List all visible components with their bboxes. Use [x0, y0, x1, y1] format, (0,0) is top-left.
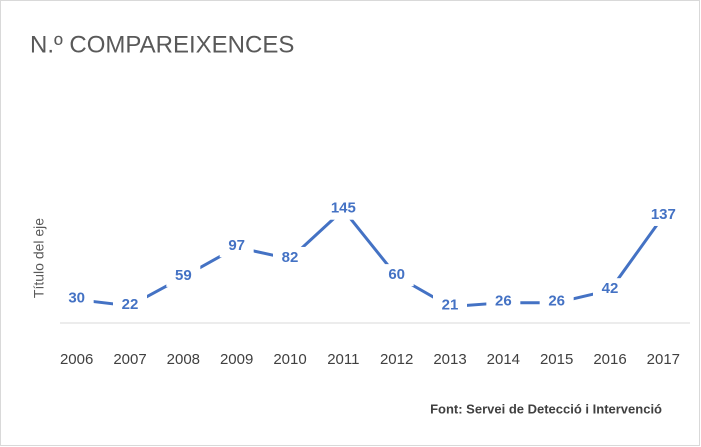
label-backdrop — [486, 290, 521, 313]
x-tick-label: 2011 — [327, 351, 359, 368]
data-label: 26 — [548, 293, 565, 310]
x-tick-label: 2012 — [380, 351, 413, 368]
label-backdrop — [593, 278, 627, 301]
data-label: 59 — [175, 267, 192, 284]
x-tick-label: 2006 — [60, 351, 93, 368]
data-label: 30 — [68, 290, 85, 307]
label-backdrop — [326, 197, 361, 220]
data-label: 22 — [122, 296, 139, 313]
x-tick-label: 2015 — [540, 351, 573, 368]
label-backdrop — [166, 264, 201, 287]
x-tick-label: 2008 — [167, 351, 200, 368]
label-backdrop — [59, 287, 94, 310]
label-backdrop — [113, 293, 147, 316]
y-axis-title: Título del eje — [31, 218, 47, 298]
data-label: 60 — [388, 266, 405, 283]
x-tick-label: 2016 — [593, 351, 626, 368]
label-backdrop — [273, 246, 307, 269]
x-tick-label: 2010 — [273, 351, 306, 368]
label-backdrop — [379, 264, 414, 287]
label-backdrop — [433, 294, 467, 317]
data-label: 42 — [602, 280, 619, 297]
data-label: 26 — [495, 293, 512, 310]
label-backdrop — [219, 235, 254, 258]
data-label: 137 — [651, 206, 676, 223]
x-tick-label: 2009 — [220, 351, 253, 368]
source-note: Font: Servei de Detecció i Intervenció — [430, 401, 662, 416]
data-label: 21 — [442, 297, 459, 314]
x-tick-label: 2017 — [647, 351, 680, 368]
x-tick-label: 2014 — [487, 351, 520, 368]
x-tick-label: 2007 — [113, 351, 146, 368]
data-label: 145 — [331, 200, 356, 217]
label-backdrop — [539, 290, 574, 313]
chart-title: N.º COMPAREIXENCES — [30, 31, 294, 58]
x-tick-label: 2013 — [433, 351, 466, 368]
label-backdrop — [646, 203, 681, 226]
data-label: 97 — [228, 237, 245, 254]
data-label: 82 — [282, 249, 299, 266]
